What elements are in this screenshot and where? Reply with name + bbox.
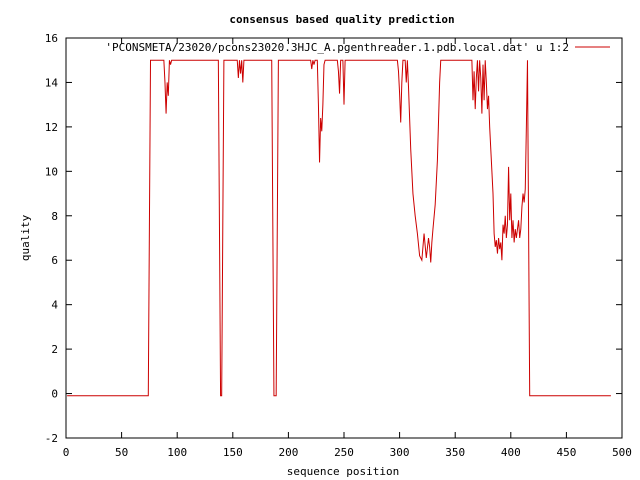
y-tick-label: 6 xyxy=(51,254,58,267)
y-tick-label: 4 xyxy=(51,299,58,312)
y-tick-label: 0 xyxy=(51,388,58,401)
x-tick-label: 450 xyxy=(556,446,576,459)
y-tick-label: 14 xyxy=(45,76,59,89)
x-tick-label: 150 xyxy=(223,446,243,459)
y-tick-label: 12 xyxy=(45,121,58,134)
x-tick-label: 250 xyxy=(334,446,354,459)
y-tick-label: 16 xyxy=(45,32,58,45)
series-layer xyxy=(67,59,611,397)
legend: 'PCONSMETA/23020/pcons23020.3HJC_A.pgent… xyxy=(105,41,610,54)
y-tick-label: 10 xyxy=(45,165,58,178)
y-axis-label: quality xyxy=(19,214,32,261)
y-tick-label: -2 xyxy=(45,432,58,445)
x-axis: 0 50 100 150 200 250 300 350 400 450 500 xyxy=(63,38,632,459)
legend-label: 'PCONSMETA/23020/pcons23020.3HJC_A.pgent… xyxy=(105,41,569,54)
x-tick-label: 200 xyxy=(278,446,298,459)
y-axis: -2 0 2 4 6 8 10 12 14 16 xyxy=(45,32,622,445)
chart-title: consensus based quality prediction xyxy=(229,13,454,26)
x-tick-label: 400 xyxy=(501,446,521,459)
x-tick-label: 300 xyxy=(390,446,410,459)
x-axis-label: sequence position xyxy=(287,465,400,478)
series-line xyxy=(67,59,611,397)
x-tick-label: 350 xyxy=(445,446,465,459)
x-tick-label: 100 xyxy=(167,446,187,459)
y-tick-label: 8 xyxy=(51,210,58,223)
x-tick-label: 50 xyxy=(115,446,128,459)
y-tick-label: 2 xyxy=(51,343,58,356)
x-tick-label: 0 xyxy=(63,446,70,459)
x-tick-label: 500 xyxy=(612,446,632,459)
